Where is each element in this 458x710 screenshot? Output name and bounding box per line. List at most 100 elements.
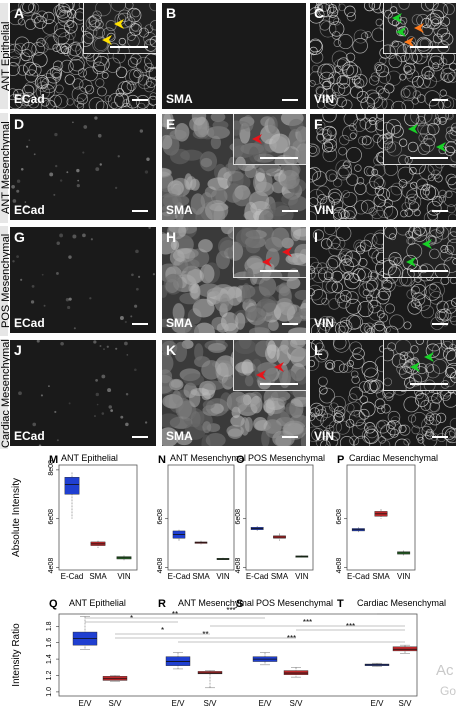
micrograph-panel-d: D ECad xyxy=(10,114,156,220)
micrograph-panel-i: I VIN xyxy=(310,227,456,333)
category-label: S/V xyxy=(204,699,218,708)
significance-label: *** xyxy=(346,622,355,631)
box-ev-2 xyxy=(165,652,191,670)
chart-title: Cardiac Mesenchymal xyxy=(357,598,446,608)
inset-scale-bar xyxy=(410,383,448,385)
category-label: VIN xyxy=(117,572,131,581)
category-label: VIN xyxy=(216,572,230,581)
category-label: VIN xyxy=(295,572,309,581)
scale-bar xyxy=(432,210,448,212)
chart-letter: T xyxy=(337,598,344,610)
y-tick-label: 1.6 xyxy=(46,638,53,648)
panel-letter: F xyxy=(314,116,323,132)
box-vin xyxy=(295,555,309,558)
panel-letter: D xyxy=(14,116,25,132)
panel-letter: H xyxy=(166,229,177,245)
panel-letter: B xyxy=(166,5,177,21)
panel-letter: G xyxy=(14,229,25,245)
category-label: E/V xyxy=(79,699,93,708)
category-label: S/V xyxy=(109,699,123,708)
arrowhead-icon xyxy=(392,13,402,23)
box-e-cad xyxy=(172,529,186,541)
y-tick-label: 1.4 xyxy=(46,654,53,664)
y-tick-label: 4e08 xyxy=(336,558,343,574)
stain-label: SMA xyxy=(166,92,193,106)
category-label: E/V xyxy=(259,699,273,708)
arrowhead-icon xyxy=(274,362,284,372)
panel-letter: I xyxy=(314,229,318,245)
significance-label: *** xyxy=(303,618,312,627)
category-label: SMA xyxy=(271,572,289,581)
category-label: E-Cad xyxy=(347,572,370,581)
stain-label: SMA xyxy=(166,429,193,443)
chart-title: ANT Epithelial xyxy=(69,598,126,608)
arrowhead-icon xyxy=(408,124,418,134)
micrograph-panel-c: C VIN xyxy=(310,3,456,109)
category-label: S/V xyxy=(290,699,304,708)
category-label: SMA xyxy=(372,572,390,581)
boxplot-o: O POS Mesenchymal 4e08 6e08 E-Cad SMA VIN xyxy=(235,453,325,581)
chart-title: POS Mesenchymal xyxy=(256,598,333,608)
significance-bracket: * xyxy=(115,626,210,635)
arrowhead-icon xyxy=(422,239,432,249)
scale-bar xyxy=(132,323,148,325)
arrowhead-icon xyxy=(262,257,272,267)
box-sv-2 xyxy=(197,670,223,689)
box-ev-4 xyxy=(364,662,390,667)
chart-title: ANT Epithelial xyxy=(61,453,118,463)
stain-label: SMA xyxy=(166,316,193,330)
significance-bracket: *** xyxy=(296,622,405,631)
panel-letter: A xyxy=(14,5,25,21)
micrograph-panel-f: F VIN xyxy=(310,114,456,220)
arrowhead-icon xyxy=(414,23,424,33)
significance-label: ** xyxy=(172,610,178,619)
arrowhead-icon xyxy=(282,247,292,257)
inset-zoom xyxy=(233,227,306,278)
category-label: SMA xyxy=(89,572,107,581)
box-plot-ratio: Intensity Ratio 1.0 1.2 1.4 1.6 1.8 Q ANT Epith… xyxy=(11,598,446,708)
inset-zoom xyxy=(383,3,456,54)
box-sv-4 xyxy=(392,644,418,654)
inset-zoom xyxy=(383,227,456,278)
chart-letter: O xyxy=(236,454,245,466)
category-label: E/V xyxy=(172,699,186,708)
chart-letter: S xyxy=(236,598,243,610)
box-sma xyxy=(374,508,388,519)
significance-label: *** xyxy=(226,606,235,615)
significance-bracket: *** xyxy=(178,634,405,643)
box-e-cad xyxy=(250,526,264,531)
inset-zoom xyxy=(383,114,456,165)
scale-bar xyxy=(282,436,298,438)
background-text-2: Go xyxy=(440,684,457,698)
stain-label: SMA xyxy=(166,203,193,217)
box-ev-1 xyxy=(72,616,98,650)
y-tick-label: 4e08 xyxy=(157,558,164,574)
stain-label: VIN xyxy=(314,92,335,106)
scale-bar xyxy=(432,436,448,438)
stain-label: ECad xyxy=(14,203,45,217)
panel-letter: E xyxy=(166,116,176,132)
scale-bar xyxy=(432,99,448,101)
y-tick-label: 4e08 xyxy=(235,558,242,574)
inset-zoom xyxy=(233,340,306,391)
inset-scale-bar xyxy=(110,46,148,48)
chart-letter: N xyxy=(158,454,166,466)
background-text-1: Ac xyxy=(436,662,454,679)
significance-label: ** xyxy=(202,630,208,639)
box-sv-3 xyxy=(283,667,309,678)
category-label: VIN xyxy=(397,572,411,581)
y-tick-label: 1.2 xyxy=(46,671,53,681)
inset-scale-bar xyxy=(260,383,298,385)
category-label: S/V xyxy=(399,699,413,708)
chart-letter: Q xyxy=(49,598,58,610)
arrowhead-icon xyxy=(424,352,434,362)
stain-label: ECad xyxy=(14,316,45,330)
arrowhead-icon xyxy=(404,37,414,47)
significance-bracket: ** xyxy=(85,610,265,619)
inset-zoom xyxy=(383,340,456,391)
scale-bar xyxy=(282,99,298,101)
significance-label: * xyxy=(130,614,133,623)
scale-bar xyxy=(132,210,148,212)
stain-label: VIN xyxy=(314,429,335,443)
micrograph-panel-j: J ECad xyxy=(10,340,156,446)
